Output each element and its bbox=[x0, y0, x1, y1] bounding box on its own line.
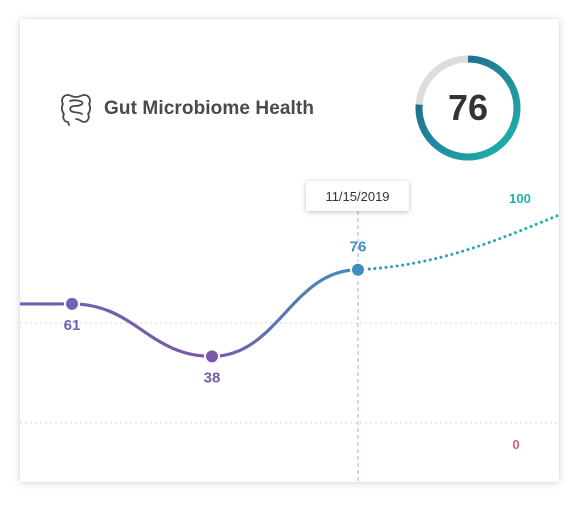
min-reference-label: 0 bbox=[512, 437, 519, 452]
card-header: Gut Microbiome Health bbox=[58, 91, 314, 127]
date-tooltip: 11/15/2019 bbox=[306, 181, 409, 211]
gut-health-card: Gut Microbiome Health 76 61 38 7 bbox=[20, 19, 559, 482]
projection-line bbox=[356, 213, 559, 272]
data-point-label: 76 bbox=[350, 239, 367, 256]
score-value: 76 bbox=[447, 87, 489, 128]
data-point[interactable] bbox=[204, 348, 220, 365]
gauge-progress-arc bbox=[415, 55, 521, 161]
card-title: Gut Microbiome Health bbox=[104, 98, 315, 119]
health-trend-chart: 61 38 76 100 0 bbox=[20, 191, 559, 482]
score-gauge bbox=[415, 55, 521, 161]
date-tooltip-label: 11/15/2019 bbox=[325, 188, 390, 204]
data-point[interactable] bbox=[350, 261, 366, 278]
intestine-icon bbox=[61, 94, 91, 126]
max-reference-label: 100 bbox=[509, 191, 531, 206]
history-line bbox=[20, 268, 360, 358]
data-point-label: 61 bbox=[64, 317, 81, 334]
data-point-label: 38 bbox=[204, 369, 221, 386]
data-point[interactable] bbox=[64, 295, 80, 312]
